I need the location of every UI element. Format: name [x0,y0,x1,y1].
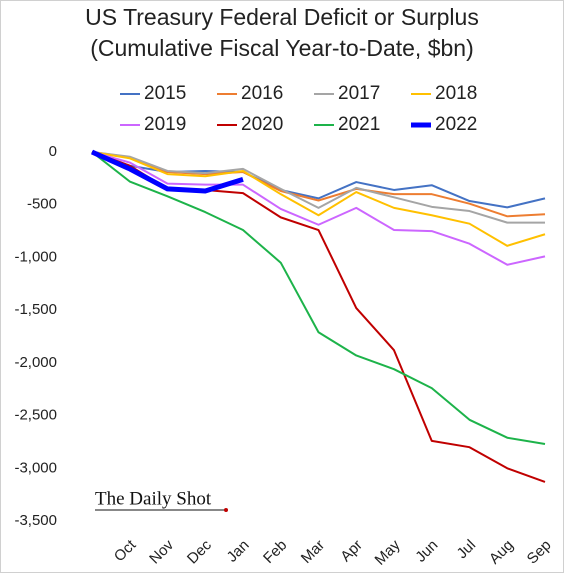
y-tick-label: -3,500 [14,512,57,529]
series-line [91,151,545,224]
series-line [91,151,546,446]
chart-title: US Treasury Federal Deficit or Surplus [85,4,479,30]
y-tick-label: -1,500 [14,301,57,318]
legend-label: 2022 [435,114,477,135]
y-tick-label: -3,000 [14,459,57,476]
y-tick-label: -2,500 [14,407,57,424]
y-tick-label: -1,000 [14,248,57,265]
chart-subtitle: (Cumulative Fiscal Year-to-Date, $bn) [90,35,474,61]
y-tick-label: 0 [49,143,57,160]
series-line [91,151,546,266]
y-tick-label: -500 [27,196,57,213]
watermark: The Daily Shot [95,488,212,509]
series-line [91,151,546,218]
legend-label: 2016 [241,83,283,104]
series-line [91,151,546,247]
legend-label: 2015 [144,83,186,104]
legend-label: 2017 [338,83,380,104]
watermark-dot [224,508,228,512]
legend-label: 2021 [338,114,380,135]
y-tick-label: -2,000 [14,354,57,371]
legend-label: 2018 [435,83,477,104]
series-line [90,149,244,194]
legend-label: 2019 [144,114,186,135]
legend-label: 2020 [241,114,283,135]
